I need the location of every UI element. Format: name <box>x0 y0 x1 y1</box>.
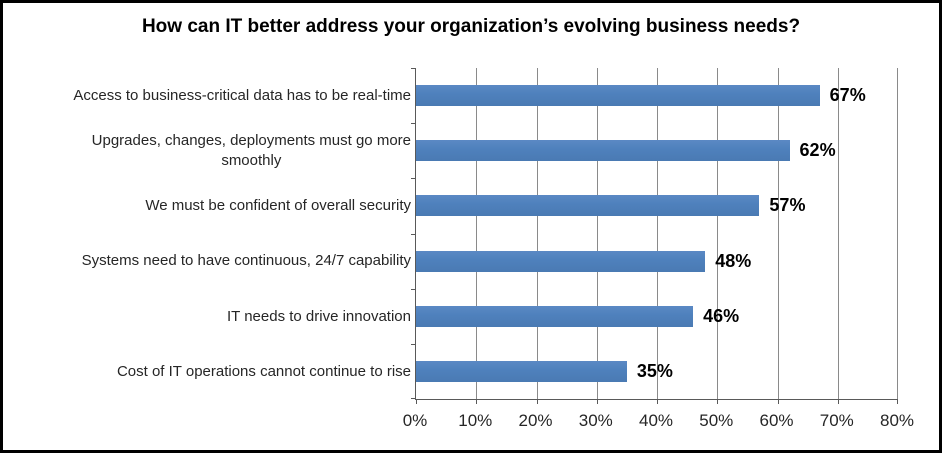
x-tick-label: 80% <box>879 411 915 430</box>
category-label-row: IT needs to drive innovation <box>11 289 411 344</box>
category-label-row: Upgrades, changes, deployments must go m… <box>11 123 411 178</box>
category-label: Systems need to have continuous, 24/7 ca… <box>81 252 411 270</box>
bar-row: 67% <box>416 68 898 123</box>
gridline <box>536 68 538 399</box>
bar-row: 57% <box>416 178 898 233</box>
category-label-row: Systems need to have continuous, 24/7 ca… <box>11 234 411 289</box>
x-axis-tick <box>657 399 658 404</box>
category-label: Upgrades, changes, deployments must go m… <box>91 132 411 169</box>
bar-row: 46% <box>416 289 898 344</box>
bar-row: 35% <box>416 344 898 399</box>
x-tick-label: 50% <box>699 411 734 430</box>
y-axis-tick <box>411 343 416 345</box>
gridline <box>777 68 779 399</box>
x-tick-label: 30% <box>578 411 613 430</box>
x-axis-labels: 0% 10% 20% 30% 40% 50% 60% 70% 80% <box>403 411 914 435</box>
bar <box>416 250 706 272</box>
x-tick-label: 40% <box>638 411 674 430</box>
bar-value-label: 67% <box>829 85 866 106</box>
y-axis-tick <box>411 68 416 69</box>
x-axis-tick <box>476 399 478 404</box>
bar <box>416 85 820 107</box>
bar <box>416 360 627 382</box>
category-label-row: Access to business-critical data has to … <box>11 68 411 123</box>
bar-value-label: 57% <box>769 195 806 216</box>
x-axis-tick <box>837 399 839 404</box>
gridline <box>657 68 658 399</box>
x-axis-tick <box>897 399 898 404</box>
x-tick-label: 10% <box>458 411 493 430</box>
x-axis-tick <box>596 399 598 404</box>
bar-value-label: 35% <box>636 360 673 381</box>
category-label: IT needs to drive innovation <box>226 307 411 325</box>
bar <box>416 195 760 217</box>
y-axis-tick <box>411 288 416 290</box>
x-axis-tick <box>777 399 779 404</box>
category-label-row: Cost of IT operations cannot continue to… <box>11 344 411 399</box>
x-tick-label: 60% <box>759 411 794 430</box>
plot-area: 67% 62% 57% 48% 46% 35% <box>411 68 898 404</box>
bar-value-label: 48% <box>715 250 752 271</box>
category-label: We must be confident of overall security <box>145 197 411 215</box>
gridline <box>596 68 598 399</box>
y-axis-tick <box>411 123 416 125</box>
bar <box>416 140 790 162</box>
gridline <box>837 68 839 399</box>
bar-row: 62% <box>416 123 898 178</box>
x-axis-tick <box>717 399 719 404</box>
x-tick-label: 0% <box>402 411 428 430</box>
gridline <box>717 68 719 399</box>
x-tick-label: 70% <box>819 411 854 430</box>
x-axis-tick <box>416 399 417 404</box>
category-label: Cost of IT operations cannot continue to… <box>116 362 411 380</box>
gridline <box>897 68 898 399</box>
y-axis-tick <box>411 233 416 235</box>
bar-value-label: 46% <box>703 305 740 326</box>
gridline <box>476 68 478 399</box>
category-axis-labels: Access to business-critical data has to … <box>11 68 411 399</box>
bar <box>416 305 694 327</box>
bar-value-label: 62% <box>799 140 836 161</box>
category-label-row: We must be confident of overall security <box>11 178 411 233</box>
bar-rows: 67% 62% 57% 48% 46% 35% <box>416 68 898 399</box>
x-axis-tick <box>536 399 538 404</box>
bar-row: 48% <box>416 234 898 289</box>
y-axis-tick <box>411 178 416 180</box>
category-label: Access to business-critical data has to … <box>73 86 411 104</box>
y-axis-tick <box>411 398 416 399</box>
x-tick-label: 20% <box>518 411 553 430</box>
chart-title: How can IT better address your organizat… <box>141 16 801 37</box>
